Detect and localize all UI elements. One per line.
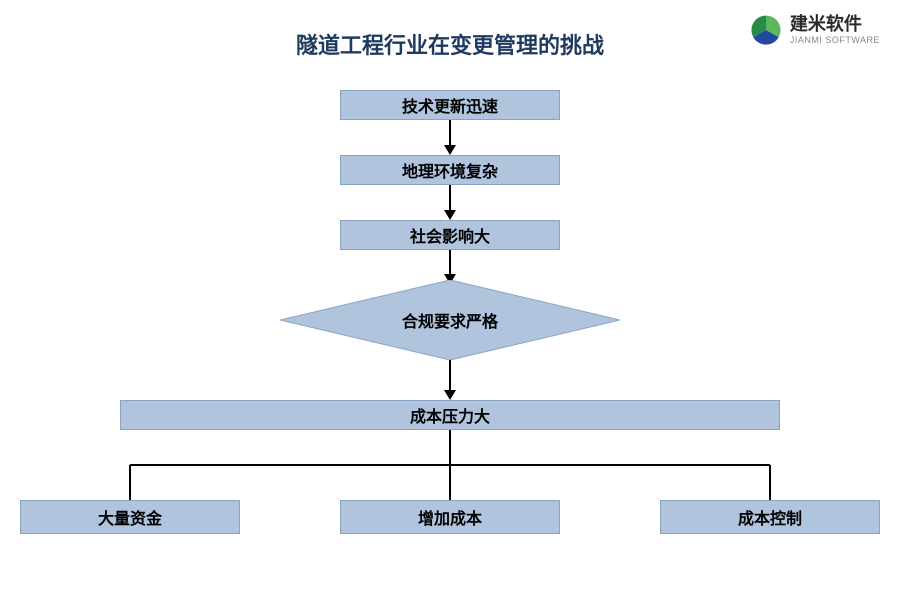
node-label: 成本压力大 [410,403,490,427]
node-geo-complex: 地理环境复杂 [340,155,560,185]
node-large-funds: 大量资金 [20,500,240,534]
node-label: 地理环境复杂 [402,158,498,182]
node-social-impact: 社会影响大 [340,220,560,250]
branch-connector [0,430,900,500]
node-label: 大量资金 [98,505,162,529]
node-increase-cost: 增加成本 [340,500,560,534]
node-cost-control: 成本控制 [660,500,880,534]
arrow-icon [443,360,457,400]
node-label: 合规要求严格 [402,308,498,332]
watermark-icon: ◐ [440,288,445,298]
arrow-icon [443,120,457,155]
logo-text-cn: 建米软件 [790,15,880,35]
logo: 建米软件 JIANMI SOFTWARE [748,12,880,48]
node-label: 技术更新迅速 [402,93,498,117]
node-compliance: ◐ 合规要求严格 [280,280,620,360]
node-label: 增加成本 [418,505,482,529]
arrow-icon [443,185,457,220]
node-label: 社会影响大 [410,223,490,247]
logo-icon [748,12,784,48]
node-tech-update: 技术更新迅速 [340,90,560,120]
flowchart: 技术更新迅速 地理环境复杂 社会影响大 ◐ 合规要求严格 成本压力大 [0,80,900,600]
logo-text-en: JIANMI SOFTWARE [790,35,880,45]
arrow-icon [443,250,457,284]
node-cost-pressure: 成本压力大 [120,400,780,430]
node-label: 成本控制 [738,505,802,529]
